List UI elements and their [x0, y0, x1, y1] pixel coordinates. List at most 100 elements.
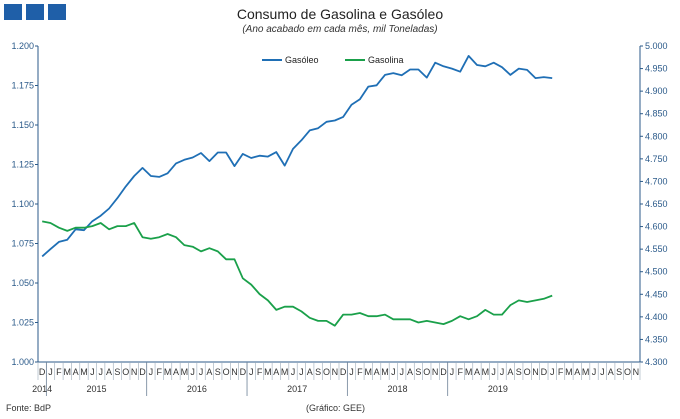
chart-subtitle: (Ano acabado em cada mês, mil Toneladas): [242, 24, 438, 35]
right-tick-label: 4.950: [645, 64, 668, 74]
series-line-gasoleo: [41, 55, 553, 258]
logo-block-2: [26, 4, 44, 20]
month-label: J: [391, 367, 396, 377]
month-label: A: [608, 367, 614, 377]
left-tick-label: 1.175: [11, 81, 34, 91]
month-label: A: [173, 367, 179, 377]
month-label: S: [215, 367, 221, 377]
right-tick-label: 4.300: [645, 357, 668, 367]
right-tick-label: 4.400: [645, 312, 668, 322]
month-label: M: [281, 367, 289, 377]
month-label: F: [457, 367, 463, 377]
year-label: 2014: [32, 384, 52, 394]
month-label: J: [199, 367, 204, 377]
right-tick-label: 4.800: [645, 131, 668, 141]
right-tick-label: 4.600: [645, 222, 668, 232]
logo-block-3: [48, 4, 66, 20]
month-label: S: [516, 367, 522, 377]
chart-credit: (Gráfico: GEE): [306, 403, 366, 413]
right-tick-label: 5.000: [645, 41, 668, 51]
month-label: J: [450, 367, 455, 377]
month-label: M: [64, 367, 72, 377]
month-label: F: [156, 367, 162, 377]
month-label: J: [500, 367, 505, 377]
month-label: J: [550, 367, 555, 377]
month-label: J: [491, 367, 496, 377]
left-tick-label: 1.200: [11, 41, 34, 51]
month-label: J: [291, 367, 296, 377]
right-tick-label: 4.750: [645, 154, 668, 164]
month-label: M: [181, 367, 189, 377]
month-label: N: [432, 367, 439, 377]
right-tick-label: 4.450: [645, 289, 668, 299]
legend-label: Gasolina: [368, 55, 404, 65]
month-label: D: [240, 367, 247, 377]
month-label: S: [114, 367, 120, 377]
month-label: A: [307, 367, 313, 377]
year-label: 2015: [87, 384, 107, 394]
month-label: O: [122, 367, 129, 377]
month-label: M: [381, 367, 389, 377]
source-note: Fonte: BdP: [6, 403, 52, 413]
month-label: F: [56, 367, 62, 377]
month-label: N: [231, 367, 238, 377]
month-label: F: [357, 367, 363, 377]
month-label: O: [323, 367, 330, 377]
chart-title: Consumo de Gasolina e Gasóleo: [236, 6, 444, 22]
right-tick-label: 4.500: [645, 267, 668, 277]
month-label: N: [633, 367, 640, 377]
month-label: A: [374, 367, 380, 377]
right-tick-label: 4.850: [645, 109, 668, 119]
month-label: O: [223, 367, 230, 377]
month-label: J: [90, 367, 95, 377]
month-label: A: [574, 367, 580, 377]
month-label: J: [299, 367, 304, 377]
month-label: J: [349, 367, 354, 377]
month-label: F: [558, 367, 564, 377]
month-label: M: [80, 367, 88, 377]
month-label: F: [257, 367, 263, 377]
month-label: A: [206, 367, 212, 377]
right-tick-label: 4.700: [645, 176, 668, 186]
month-label: D: [541, 367, 548, 377]
month-label: J: [190, 367, 195, 377]
month-label: N: [131, 367, 138, 377]
left-tick-label: 1.050: [11, 278, 34, 288]
right-tick-label: 4.650: [645, 199, 668, 209]
month-label: M: [264, 367, 272, 377]
month-label: O: [624, 367, 631, 377]
left-tick-label: 1.150: [11, 120, 34, 130]
month-label: N: [532, 367, 539, 377]
month-label: A: [73, 367, 79, 377]
month-label: N: [332, 367, 339, 377]
month-label: A: [507, 367, 513, 377]
month-label: J: [592, 367, 597, 377]
month-label: A: [474, 367, 480, 377]
left-tick-label: 1.025: [11, 318, 34, 328]
month-label: J: [600, 367, 605, 377]
month-label: J: [249, 367, 254, 377]
left-tick-label: 1.075: [11, 239, 34, 249]
month-label: M: [365, 367, 373, 377]
month-label: D: [139, 367, 146, 377]
year-label: 2018: [388, 384, 408, 394]
month-label: A: [407, 367, 413, 377]
month-label: M: [482, 367, 490, 377]
left-tick-label: 1.125: [11, 160, 34, 170]
month-label: S: [315, 367, 321, 377]
month-label: J: [399, 367, 404, 377]
month-label: A: [106, 367, 112, 377]
year-label: 2017: [287, 384, 307, 394]
month-label: M: [465, 367, 473, 377]
month-label: D: [39, 367, 46, 377]
left-tick-label: 1.100: [11, 199, 34, 209]
month-label: D: [440, 367, 447, 377]
month-label: D: [340, 367, 347, 377]
legend-label: Gasóleo: [285, 55, 319, 65]
month-label: A: [273, 367, 279, 377]
month-label: S: [616, 367, 622, 377]
right-tick-label: 4.350: [645, 334, 668, 344]
left-tick-label: 1.000: [11, 357, 34, 367]
month-label: J: [48, 367, 53, 377]
